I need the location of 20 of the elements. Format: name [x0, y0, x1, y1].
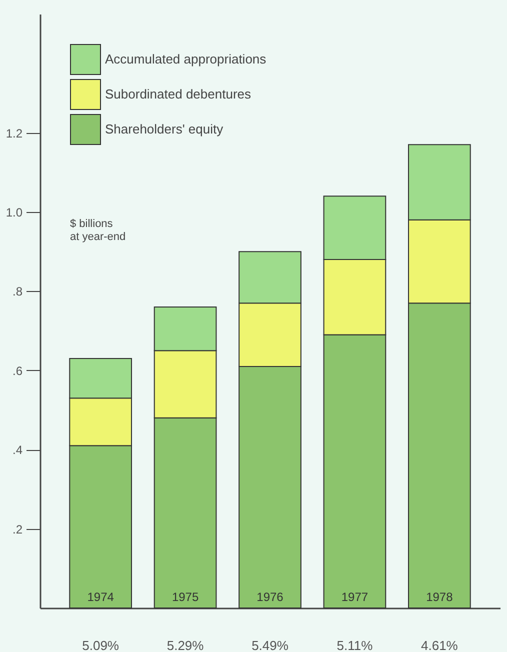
- y-tick-label: .8: [12, 284, 23, 299]
- x-tick-label: 1975: [172, 590, 199, 604]
- legend-label: Shareholders' equity: [105, 122, 224, 136]
- text: 5.11%: [336, 638, 374, 652]
- y-tick-label: 1.0: [6, 206, 23, 220]
- x-tick-label: 1977: [341, 590, 368, 604]
- text: 5.49%: [252, 638, 289, 652]
- legend-label: Accumulated appropriations: [105, 52, 267, 66]
- y-tick-label: 1.2: [6, 126, 23, 140]
- text: 5.09%: [82, 638, 120, 652]
- text: 4.61%: [420, 638, 458, 652]
- text: 5.29%: [166, 638, 204, 652]
- y-tick-label: .2: [12, 522, 23, 536]
- y-tick-label: .4: [12, 443, 23, 458]
- x-tick-label: 1974: [87, 590, 114, 604]
- y-axis-title: $ billions at year-end: [70, 218, 126, 243]
- legend-label: Subordinated debentures: [105, 86, 252, 102]
- x-tick-label: 1976: [256, 590, 284, 604]
- y-tick-label: .6: [12, 364, 23, 378]
- x-tick-label: 1978: [426, 590, 454, 604]
